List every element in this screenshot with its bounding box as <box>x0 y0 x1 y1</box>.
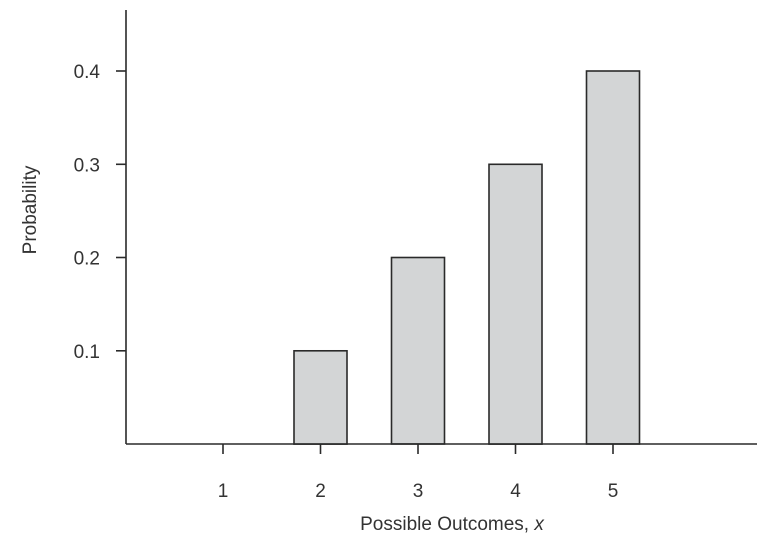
bar-4 <box>488 163 543 445</box>
y-tick-label-0.2: 0.2 <box>74 249 100 270</box>
y-tick-label-0.4: 0.4 <box>74 62 101 83</box>
bars-group <box>293 70 641 445</box>
y-tick-label-0.3: 0.3 <box>74 155 100 176</box>
bar-2 <box>293 349 348 445</box>
x-tick-label-2: 2 <box>315 481 326 502</box>
x-axis-title-text: Possible Outcomes, <box>360 514 529 535</box>
x-axis-variable: x <box>533 514 545 535</box>
y-tick-label-0.1: 0.1 <box>74 342 100 363</box>
x-tick-label-1: 1 <box>218 481 229 502</box>
y-ticks-group: 0.1 0.2 0.3 0.4 <box>74 62 126 363</box>
x-ticks-group: 1 2 3 4 5 <box>218 444 619 502</box>
x-axis-title: Possible Outcomes, x <box>360 514 545 535</box>
x-tick-label-4: 4 <box>510 481 521 502</box>
x-tick-label-5: 5 <box>608 481 619 502</box>
x-tick-label-3: 3 <box>413 481 424 502</box>
y-axis-title: Probability <box>20 165 41 254</box>
bar-5 <box>585 70 641 445</box>
bar-3 <box>390 256 446 445</box>
